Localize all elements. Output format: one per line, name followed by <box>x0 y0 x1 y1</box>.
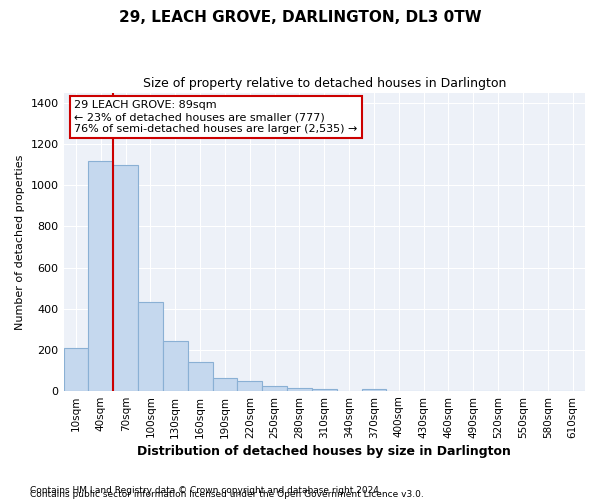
Text: 29 LEACH GROVE: 89sqm
← 23% of detached houses are smaller (777)
76% of semi-det: 29 LEACH GROVE: 89sqm ← 23% of detached … <box>74 100 358 134</box>
Text: 29, LEACH GROVE, DARLINGTON, DL3 0TW: 29, LEACH GROVE, DARLINGTON, DL3 0TW <box>119 10 481 25</box>
Bar <box>64 348 88 391</box>
Bar <box>188 362 212 390</box>
Title: Size of property relative to detached houses in Darlington: Size of property relative to detached ho… <box>143 78 506 90</box>
Bar <box>238 382 262 390</box>
Bar <box>262 386 287 390</box>
Y-axis label: Number of detached properties: Number of detached properties <box>15 154 25 330</box>
Bar <box>113 165 138 390</box>
Bar <box>138 302 163 390</box>
Bar <box>88 161 113 390</box>
Text: Contains public sector information licensed under the Open Government Licence v3: Contains public sector information licen… <box>30 490 424 499</box>
X-axis label: Distribution of detached houses by size in Darlington: Distribution of detached houses by size … <box>137 444 511 458</box>
Bar <box>287 388 312 390</box>
Bar <box>362 388 386 390</box>
Bar <box>212 378 238 390</box>
Bar <box>163 342 188 390</box>
Bar <box>312 388 337 390</box>
Text: Contains HM Land Registry data © Crown copyright and database right 2024.: Contains HM Land Registry data © Crown c… <box>30 486 382 495</box>
